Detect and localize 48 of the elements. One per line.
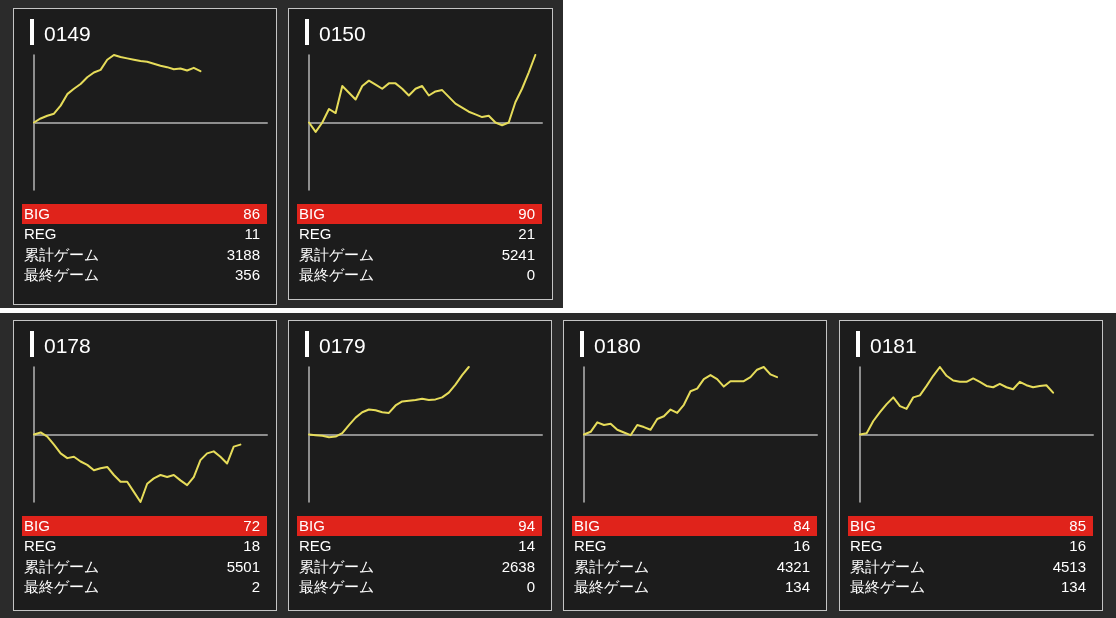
text: 最終ゲーム [24,577,99,598]
text: 最終ゲーム [299,265,374,286]
text: 累計ゲーム [24,244,99,265]
text: REG [299,536,332,557]
text: 累計ゲーム [850,556,925,577]
text: 2638 [501,556,535,577]
chart-title: 0149 [44,21,91,47]
text: REG [850,536,883,557]
text: 134 [784,577,810,598]
highlight-band: BIG 72 [22,516,267,536]
text: 134 [1060,577,1086,598]
text: 5241 [501,244,535,265]
text: REG [24,224,57,245]
highlight-band: BIG 94 [297,516,542,536]
text: 4513 [1052,556,1086,577]
text: 11 [244,224,260,245]
text: 3188 [226,244,260,265]
text: 2 [251,577,260,598]
text: 16 [1069,536,1086,557]
text: 18 [243,536,260,557]
highlight-band: BIG 85 [848,516,1093,536]
chart-title: 0180 [594,333,641,359]
text: 累計ゲーム [24,556,99,577]
text: 最終ゲーム [574,577,649,598]
text: 累計ゲーム [574,556,649,577]
text: REG [574,536,607,557]
text: 最終ゲーム [850,577,925,598]
chart-title: 0150 [319,21,366,47]
text: 21 [518,224,535,245]
text: 最終ゲーム [299,577,374,598]
text: 0 [526,577,535,598]
text: 0 [526,265,535,286]
highlight-band: BIG 86 [22,204,267,224]
text: 14 [518,536,535,557]
chart-title: 0179 [319,333,366,359]
text: REG [299,224,332,245]
text: 4321 [776,556,810,577]
text: 5501 [226,556,260,577]
chart-title: 0178 [44,333,91,359]
text: 16 [793,536,810,557]
text: REG [24,536,57,557]
highlight-band: BIG 84 [572,516,817,536]
highlight-band: BIG 90 [297,204,542,224]
text: 356 [234,265,260,286]
chart-title: 0181 [870,333,917,359]
text: 累計ゲーム [299,556,374,577]
text: 累計ゲーム [299,244,374,265]
text: 最終ゲーム [24,265,99,286]
